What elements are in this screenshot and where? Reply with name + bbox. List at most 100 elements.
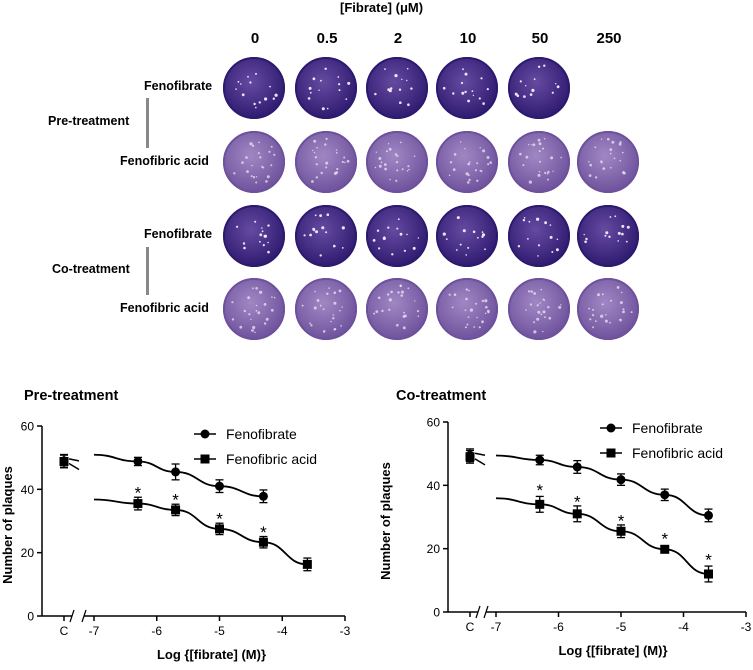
y-axis-label: Number of plaques bbox=[0, 466, 15, 584]
group-label-co-treatment: Co-treatment bbox=[52, 262, 130, 276]
x-tick-label: -4 bbox=[277, 624, 288, 638]
plaque-plate bbox=[365, 204, 429, 268]
control-fit-stub bbox=[474, 458, 486, 466]
data-point-fenofibric-acid bbox=[302, 559, 312, 569]
x-tick-label: -4 bbox=[678, 620, 689, 634]
legend-marker bbox=[606, 423, 616, 433]
y-axis-label: Number of plaques bbox=[378, 462, 393, 580]
concentration-header: [Fibrate] (μM) bbox=[340, 0, 424, 15]
fit-curve bbox=[495, 497, 709, 575]
fit-curve bbox=[93, 498, 308, 566]
data-point-fenofibric-acid bbox=[133, 499, 143, 509]
x-tick-label: -7 bbox=[89, 624, 100, 638]
plaque-plate bbox=[222, 56, 286, 120]
plaque-plate bbox=[294, 56, 358, 120]
significance-asterisk: * bbox=[705, 550, 712, 569]
x-axis-label: Log {[fibrate] (M)} bbox=[157, 647, 266, 662]
data-point-fenofibric-acid bbox=[535, 499, 545, 509]
row-label-co-fenofibrate: Fenofibrate bbox=[144, 227, 213, 241]
axis-break-mark bbox=[69, 609, 75, 623]
concentration-label: 250 bbox=[596, 30, 622, 47]
control-fit-stub bbox=[68, 462, 80, 471]
co-treatment-chart: Co-treatment 0 20 40 60 Number of plaques C -7 -… bbox=[378, 388, 752, 658]
concentration-label: 0 bbox=[250, 30, 260, 47]
data-point-fenofibric-acid bbox=[215, 524, 224, 534]
significance-asterisk: * bbox=[536, 481, 543, 500]
x-tick-label-control: C bbox=[60, 624, 69, 638]
plaque-plate bbox=[294, 204, 358, 268]
group-divider-co bbox=[146, 247, 149, 295]
control-fit-stub bbox=[68, 458, 80, 462]
y-tick-label: 20 bbox=[21, 546, 35, 560]
y-tick-label: 20 bbox=[427, 542, 441, 556]
plaque-plate bbox=[507, 204, 571, 268]
plaque-plate bbox=[365, 277, 429, 341]
legend-marker bbox=[200, 429, 210, 439]
plaque-plate bbox=[507, 56, 571, 120]
legend-marker bbox=[200, 454, 210, 464]
x-tick-label: -3 bbox=[340, 624, 351, 638]
concentration-label: 0.5 bbox=[316, 30, 338, 47]
concentration-label: 50 bbox=[531, 30, 549, 47]
y-tick-label: 60 bbox=[21, 420, 35, 434]
legend-label: Fenofibrate bbox=[226, 426, 297, 442]
x-tick-label: -6 bbox=[151, 624, 162, 638]
legend-label: Fenofibric acid bbox=[226, 451, 317, 467]
y-tick-label: 60 bbox=[427, 416, 441, 430]
data-point-fenofibric-acid bbox=[704, 569, 713, 579]
x-tick-label: -7 bbox=[491, 620, 502, 634]
plaque-plate bbox=[576, 277, 640, 341]
data-point-fenofibrate bbox=[133, 456, 143, 466]
y-tick-label: 0 bbox=[433, 606, 440, 620]
significance-asterisk: * bbox=[216, 509, 223, 528]
significance-asterisk: * bbox=[618, 512, 625, 531]
data-point-fenofibric-acid bbox=[171, 505, 181, 515]
plaque-plate bbox=[576, 204, 640, 268]
y-tick-label: 0 bbox=[27, 610, 34, 624]
significance-asterisk: * bbox=[172, 490, 179, 509]
plaque-plate bbox=[435, 56, 499, 120]
row-label-pre-fenofibrate: Fenofibrate bbox=[144, 79, 213, 93]
plaque-plate bbox=[507, 130, 571, 194]
plaque-plate bbox=[576, 130, 640, 194]
significance-asterisk: * bbox=[574, 493, 581, 512]
axis-break-mark bbox=[475, 605, 481, 619]
plaque-plate bbox=[507, 277, 571, 341]
plaque-plate bbox=[435, 204, 499, 268]
data-point-fenofibrate bbox=[215, 481, 224, 491]
chart-title: Co-treatment bbox=[396, 388, 486, 404]
plaque-plate bbox=[365, 56, 429, 120]
plaque-plate bbox=[222, 277, 286, 341]
data-point-fenofibrate bbox=[660, 490, 670, 500]
row-label-co-fenofibric-acid: Fenofibric acid bbox=[120, 301, 209, 315]
data-point-fenofibric-acid bbox=[616, 526, 626, 536]
x-tick-label: -5 bbox=[214, 624, 225, 638]
group-divider-pre bbox=[146, 98, 149, 148]
concentration-label: 2 bbox=[393, 30, 403, 47]
data-point-fenofibrate bbox=[704, 510, 713, 520]
concentration-label: 10 bbox=[459, 30, 477, 47]
data-point-fenofibrate bbox=[171, 467, 181, 477]
significance-asterisk: * bbox=[661, 529, 668, 548]
data-point-fenofibrate bbox=[572, 462, 582, 472]
x-tick-label-control: C bbox=[466, 620, 475, 634]
x-tick-label: -5 bbox=[616, 620, 627, 634]
data-point-fenofibric-acid bbox=[258, 537, 268, 547]
row-label-pre-fenofibric-acid: Fenofibric acid bbox=[120, 154, 209, 168]
plaque-plate bbox=[435, 130, 499, 194]
y-tick-label: 40 bbox=[21, 483, 35, 497]
data-point-fenofibrate bbox=[258, 491, 268, 501]
x-tick-label: -3 bbox=[741, 620, 752, 634]
y-tick-label: 40 bbox=[427, 479, 441, 493]
fit-curve bbox=[495, 454, 709, 517]
data-point-fenofibrate bbox=[616, 475, 626, 485]
legend-label: Fenofibric acid bbox=[632, 445, 723, 461]
legend-label: Fenofibrate bbox=[632, 420, 703, 436]
chart-title: Pre-treatment bbox=[24, 388, 118, 404]
significance-asterisk: * bbox=[260, 523, 267, 542]
significance-asterisk: * bbox=[135, 483, 142, 502]
data-point-fenofibric-acid bbox=[660, 544, 670, 554]
plaque-plate bbox=[222, 130, 286, 194]
legend-marker bbox=[606, 448, 616, 458]
pre-treatment-chart: Pre-treatment 0 20 40 60 Number of plaques C -7… bbox=[0, 388, 351, 662]
